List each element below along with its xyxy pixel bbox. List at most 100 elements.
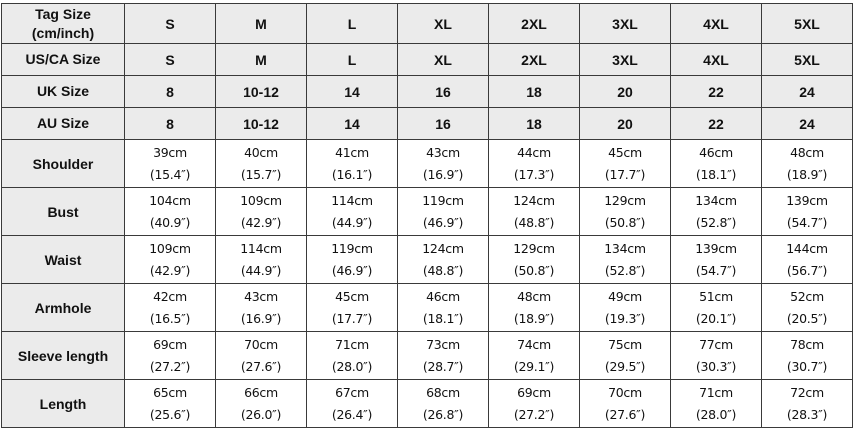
row-label: Tag Size (cm/inch): [1, 3, 125, 44]
inch-value: (27.6″): [240, 358, 282, 374]
cm-value: 134cm: [695, 192, 737, 208]
measurement-cell: 114cm (44.9″): [306, 187, 398, 236]
inch-value: (52.8″): [695, 214, 737, 230]
cm-value: 67cm: [335, 384, 369, 400]
inch-value: (18.1″): [695, 166, 737, 182]
measurement-cell: 69cm (27.2″): [124, 331, 216, 380]
cm-value: 104cm: [149, 192, 191, 208]
measurement-cell: 72cm (28.3″): [761, 379, 853, 428]
cm-value: 114cm: [331, 192, 373, 208]
inch-value: (46.9″): [331, 262, 373, 278]
size-chart-table: Tag Size (cm/inch) S M L XL 2XL 3XL 4XL 5XL US/CA …: [1, 3, 853, 428]
inch-value: (17.7″): [604, 166, 646, 182]
size-cell: 16: [397, 107, 489, 140]
size-cell: 5XL: [761, 3, 853, 44]
measurement-cell: 119cm (46.9″): [397, 187, 489, 236]
cm-value: 48cm: [790, 144, 824, 160]
measurement-cell: 70cm (27.6″): [215, 331, 307, 380]
row-label-line: Tag Size: [35, 5, 91, 22]
size-cell: 20: [579, 75, 671, 108]
size-cell: S: [124, 3, 216, 44]
inch-value: (19.3″): [604, 310, 646, 326]
measurement-cell: 43cm (16.9″): [397, 139, 489, 188]
row-label: Length: [1, 379, 125, 428]
measurement-cell: 73cm (28.7″): [397, 331, 489, 380]
measurement-cell: 41cm (16.1″): [306, 139, 398, 188]
size-cell: 18: [488, 107, 580, 140]
cm-value: 119cm: [422, 192, 464, 208]
row-label: Bust: [1, 187, 125, 236]
inch-value: (29.1″): [513, 358, 555, 374]
measurement-row: Length 65cm (25.6″) 66cm (26.0″) 67cm (26.4″) 6…: [1, 379, 853, 428]
measurement-cell: 109cm (42.9″): [215, 187, 307, 236]
cm-value: 41cm: [335, 144, 369, 160]
measurement-cell: 39cm (15.4″): [124, 139, 216, 188]
measurement-cell: 45cm (17.7″): [306, 283, 398, 332]
inch-value: (16.5″): [149, 310, 191, 326]
cm-value: 70cm: [244, 336, 278, 352]
inch-value: (30.7″): [786, 358, 828, 374]
measurement-cell: 114cm (44.9″): [215, 235, 307, 284]
inch-value: (15.4″): [149, 166, 191, 182]
cm-value: 129cm: [513, 240, 555, 256]
cm-value: 42cm: [153, 288, 187, 304]
cm-value: 73cm: [426, 336, 460, 352]
inch-value: (48.8″): [422, 262, 464, 278]
cm-value: 72cm: [790, 384, 824, 400]
measurement-cell: 45cm (17.7″): [579, 139, 671, 188]
inch-value: (54.7″): [786, 214, 828, 230]
cm-value: 45cm: [608, 144, 642, 160]
measurement-row: Sleeve length 69cm (27.2″) 70cm (27.6″) 71cm (…: [1, 331, 853, 380]
cm-value: 68cm: [426, 384, 460, 400]
cm-value: 44cm: [517, 144, 551, 160]
inch-value: (28.0″): [331, 358, 373, 374]
size-cell: 24: [761, 107, 853, 140]
cm-value: 69cm: [153, 336, 187, 352]
inch-value: (27.2″): [513, 406, 555, 422]
measurement-cell: 75cm (29.5″): [579, 331, 671, 380]
measurement-cell: 129cm (50.8″): [488, 235, 580, 284]
row-label-line: (cm/inch): [31, 24, 95, 41]
size-cell: 10-12: [215, 107, 307, 140]
inch-value: (27.6″): [604, 406, 646, 422]
cm-value: 124cm: [422, 240, 464, 256]
measurement-row: Waist 109cm (42.9″) 114cm (44.9″) 119cm (46.9″…: [1, 235, 853, 284]
cm-value: 139cm: [695, 240, 737, 256]
size-cell: 14: [306, 107, 398, 140]
size-cell: 8: [124, 107, 216, 140]
row-label: Armhole: [1, 283, 125, 332]
size-cell: 8: [124, 75, 216, 108]
inch-value: (44.9″): [331, 214, 373, 230]
inch-value: (54.7″): [695, 262, 737, 278]
inch-value: (27.2″): [149, 358, 191, 374]
inch-value: (46.9″): [422, 214, 464, 230]
size-cell: 5XL: [761, 43, 853, 76]
size-cell: 10-12: [215, 75, 307, 108]
inch-value: (26.8″): [422, 406, 464, 422]
measurement-row: Bust 104cm (40.9″) 109cm (42.9″) 114cm (44.9″)…: [1, 187, 853, 236]
measurement-row: Armhole 42cm (16.5″) 43cm (16.9″) 45cm (17.7″)…: [1, 283, 853, 332]
measurement-cell: 46cm (18.1″): [670, 139, 762, 188]
cm-value: 114cm: [240, 240, 282, 256]
row-label: UK Size: [1, 75, 125, 108]
inch-value: (18.1″): [422, 310, 464, 326]
measurement-cell: 40cm (15.7″): [215, 139, 307, 188]
size-cell: 3XL: [579, 3, 671, 44]
measurement-cell: 65cm (25.6″): [124, 379, 216, 428]
measurement-cell: 48cm (18.9″): [761, 139, 853, 188]
size-cell: S: [124, 43, 216, 76]
inch-value: (50.8″): [513, 262, 555, 278]
inch-value: (28.7″): [422, 358, 464, 374]
size-cell: 3XL: [579, 43, 671, 76]
size-cell: 4XL: [670, 43, 762, 76]
size-row: Tag Size (cm/inch) S M L XL 2XL 3XL 4XL 5XL: [1, 3, 853, 44]
size-cell: XL: [397, 43, 489, 76]
measurement-cell: 139cm (54.7″): [761, 187, 853, 236]
inch-value: (44.9″): [240, 262, 282, 278]
cm-value: 40cm: [244, 144, 278, 160]
cm-value: 43cm: [244, 288, 278, 304]
cm-value: 124cm: [513, 192, 555, 208]
measurement-cell: 51cm (20.1″): [670, 283, 762, 332]
size-cell: 18: [488, 75, 580, 108]
measurement-cell: 52cm (20.5″): [761, 283, 853, 332]
